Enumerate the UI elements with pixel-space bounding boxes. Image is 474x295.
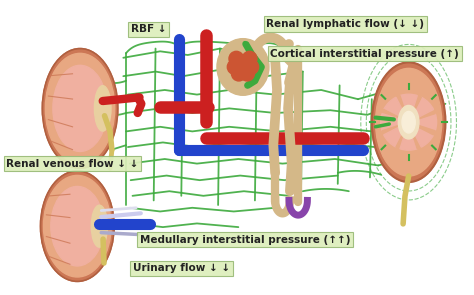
Ellipse shape — [372, 62, 446, 182]
Circle shape — [228, 60, 242, 74]
Ellipse shape — [46, 53, 115, 163]
Ellipse shape — [42, 49, 118, 168]
Circle shape — [229, 51, 244, 66]
Wedge shape — [383, 122, 409, 147]
Ellipse shape — [375, 68, 442, 176]
Wedge shape — [409, 122, 421, 149]
Wedge shape — [396, 96, 409, 122]
Ellipse shape — [51, 186, 104, 266]
Text: Urinary flow ↓ ↓: Urinary flow ↓ ↓ — [133, 263, 230, 273]
Circle shape — [231, 56, 246, 71]
Wedge shape — [400, 94, 417, 122]
Wedge shape — [409, 122, 434, 147]
Circle shape — [244, 60, 259, 74]
Wedge shape — [409, 96, 421, 122]
Ellipse shape — [91, 205, 108, 247]
Wedge shape — [396, 122, 409, 149]
Circle shape — [231, 66, 246, 81]
Circle shape — [236, 60, 250, 74]
Ellipse shape — [218, 39, 268, 95]
Text: Renal venous flow ↓ ↓: Renal venous flow ↓ ↓ — [6, 159, 139, 169]
Ellipse shape — [40, 171, 114, 281]
Wedge shape — [400, 122, 417, 150]
Wedge shape — [409, 122, 435, 135]
Text: Medullary interstitial pressure (↑↑): Medullary interstitial pressure (↑↑) — [139, 235, 350, 245]
Ellipse shape — [94, 86, 111, 131]
Text: Renal lymphatic flow (↓ ↓): Renal lymphatic flow (↓ ↓) — [266, 19, 424, 29]
Ellipse shape — [44, 176, 111, 277]
Ellipse shape — [398, 105, 419, 139]
Wedge shape — [382, 109, 409, 122]
Wedge shape — [381, 114, 409, 131]
Circle shape — [241, 56, 255, 71]
Circle shape — [236, 56, 250, 71]
Circle shape — [240, 66, 255, 81]
Wedge shape — [383, 97, 409, 122]
Ellipse shape — [53, 65, 107, 151]
Wedge shape — [409, 109, 435, 122]
Circle shape — [242, 51, 257, 66]
Wedge shape — [409, 97, 434, 122]
Wedge shape — [409, 114, 437, 131]
Text: RBF ↓: RBF ↓ — [131, 24, 166, 35]
Circle shape — [236, 63, 250, 78]
Ellipse shape — [402, 112, 415, 133]
Wedge shape — [382, 122, 409, 135]
Text: Cortical interstitial pressure (↑): Cortical interstitial pressure (↑) — [270, 49, 459, 59]
